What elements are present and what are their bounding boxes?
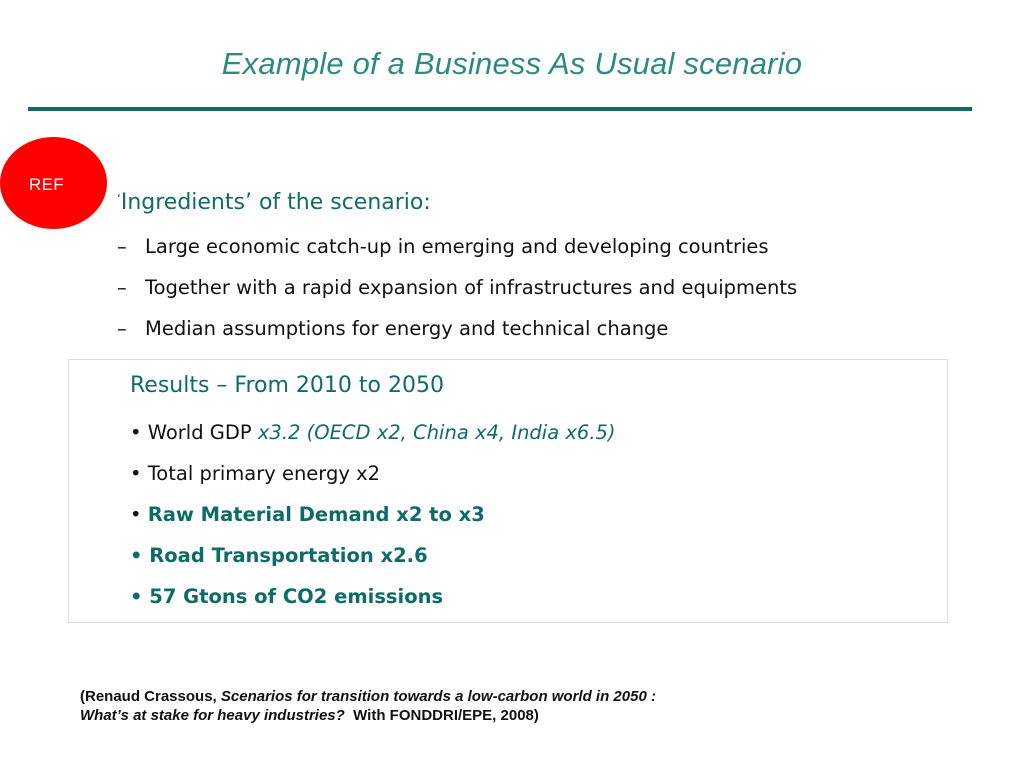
list-item: – Large economic catch-up in emerging and… <box>117 235 797 276</box>
slide-title: Example of a Business As Usual scenario <box>221 46 803 81</box>
result-raw-material-text: Raw Material Demand x2 to x3 <box>147 503 485 526</box>
citation-close: With FONDDRI/EPE, 2008) <box>344 707 539 724</box>
ingredients-list: – Large economic catch-up in emerging and… <box>117 235 797 358</box>
citation-title-line2: What’s at stake for heavy industries? <box>80 707 345 724</box>
citation: (Renaud Crassous, Scenarios for transiti… <box>80 687 656 725</box>
title-divider <box>28 107 972 111</box>
result-energy: • Total primary energy x2 <box>130 462 381 485</box>
ingredients-open-quote: ‘ <box>117 192 121 206</box>
ref-badge-label: REF <box>29 175 64 194</box>
ingredients-heading: ‘Ingredients’ of the scenario: <box>117 190 431 215</box>
result-co2: • 57 Gtons of CO2 emissions <box>130 585 444 608</box>
dash-bullet: – <box>117 235 127 258</box>
list-item-text: Median assumptions for energy and techni… <box>145 317 669 340</box>
result-gdp: • World GDP x3.2 (OECD x2, China x4, Ind… <box>130 421 616 462</box>
results-heading: Results – From 2010 to 2050 <box>130 373 444 398</box>
result-raw-material: • Raw Material Demand x2 to x3 <box>130 503 616 544</box>
result-gdp-value: x3.2 (OECD x2, China x4, India x6.5) <box>257 421 616 444</box>
citation-title-line1: Scenarios for transition towards a low-c… <box>220 688 656 705</box>
result-road: • Road Transportation x2.6 <box>130 544 428 567</box>
result-gdp-label: • World GDP <box>130 421 258 444</box>
list-item-text: Together with a rapid expansion of infra… <box>145 276 798 299</box>
ref-badge <box>0 137 107 229</box>
list-item-text: Large economic catch-up in emerging and … <box>145 235 769 258</box>
citation-open: (Renaud Crassous, <box>80 688 221 705</box>
results-panel <box>68 359 948 623</box>
dash-bullet: – <box>117 317 127 340</box>
result-raw-bullet: • <box>130 503 148 526</box>
results-list: • World GDP x3.2 (OECD x2, China x4, Ind… <box>130 421 616 626</box>
dash-bullet: – <box>117 276 127 299</box>
list-item: – Median assumptions for energy and techn… <box>117 317 797 358</box>
ingredients-heading-text: Ingredients’ of the scenario: <box>120 190 431 215</box>
list-item: – Together with a rapid expansion of infr… <box>117 276 797 317</box>
